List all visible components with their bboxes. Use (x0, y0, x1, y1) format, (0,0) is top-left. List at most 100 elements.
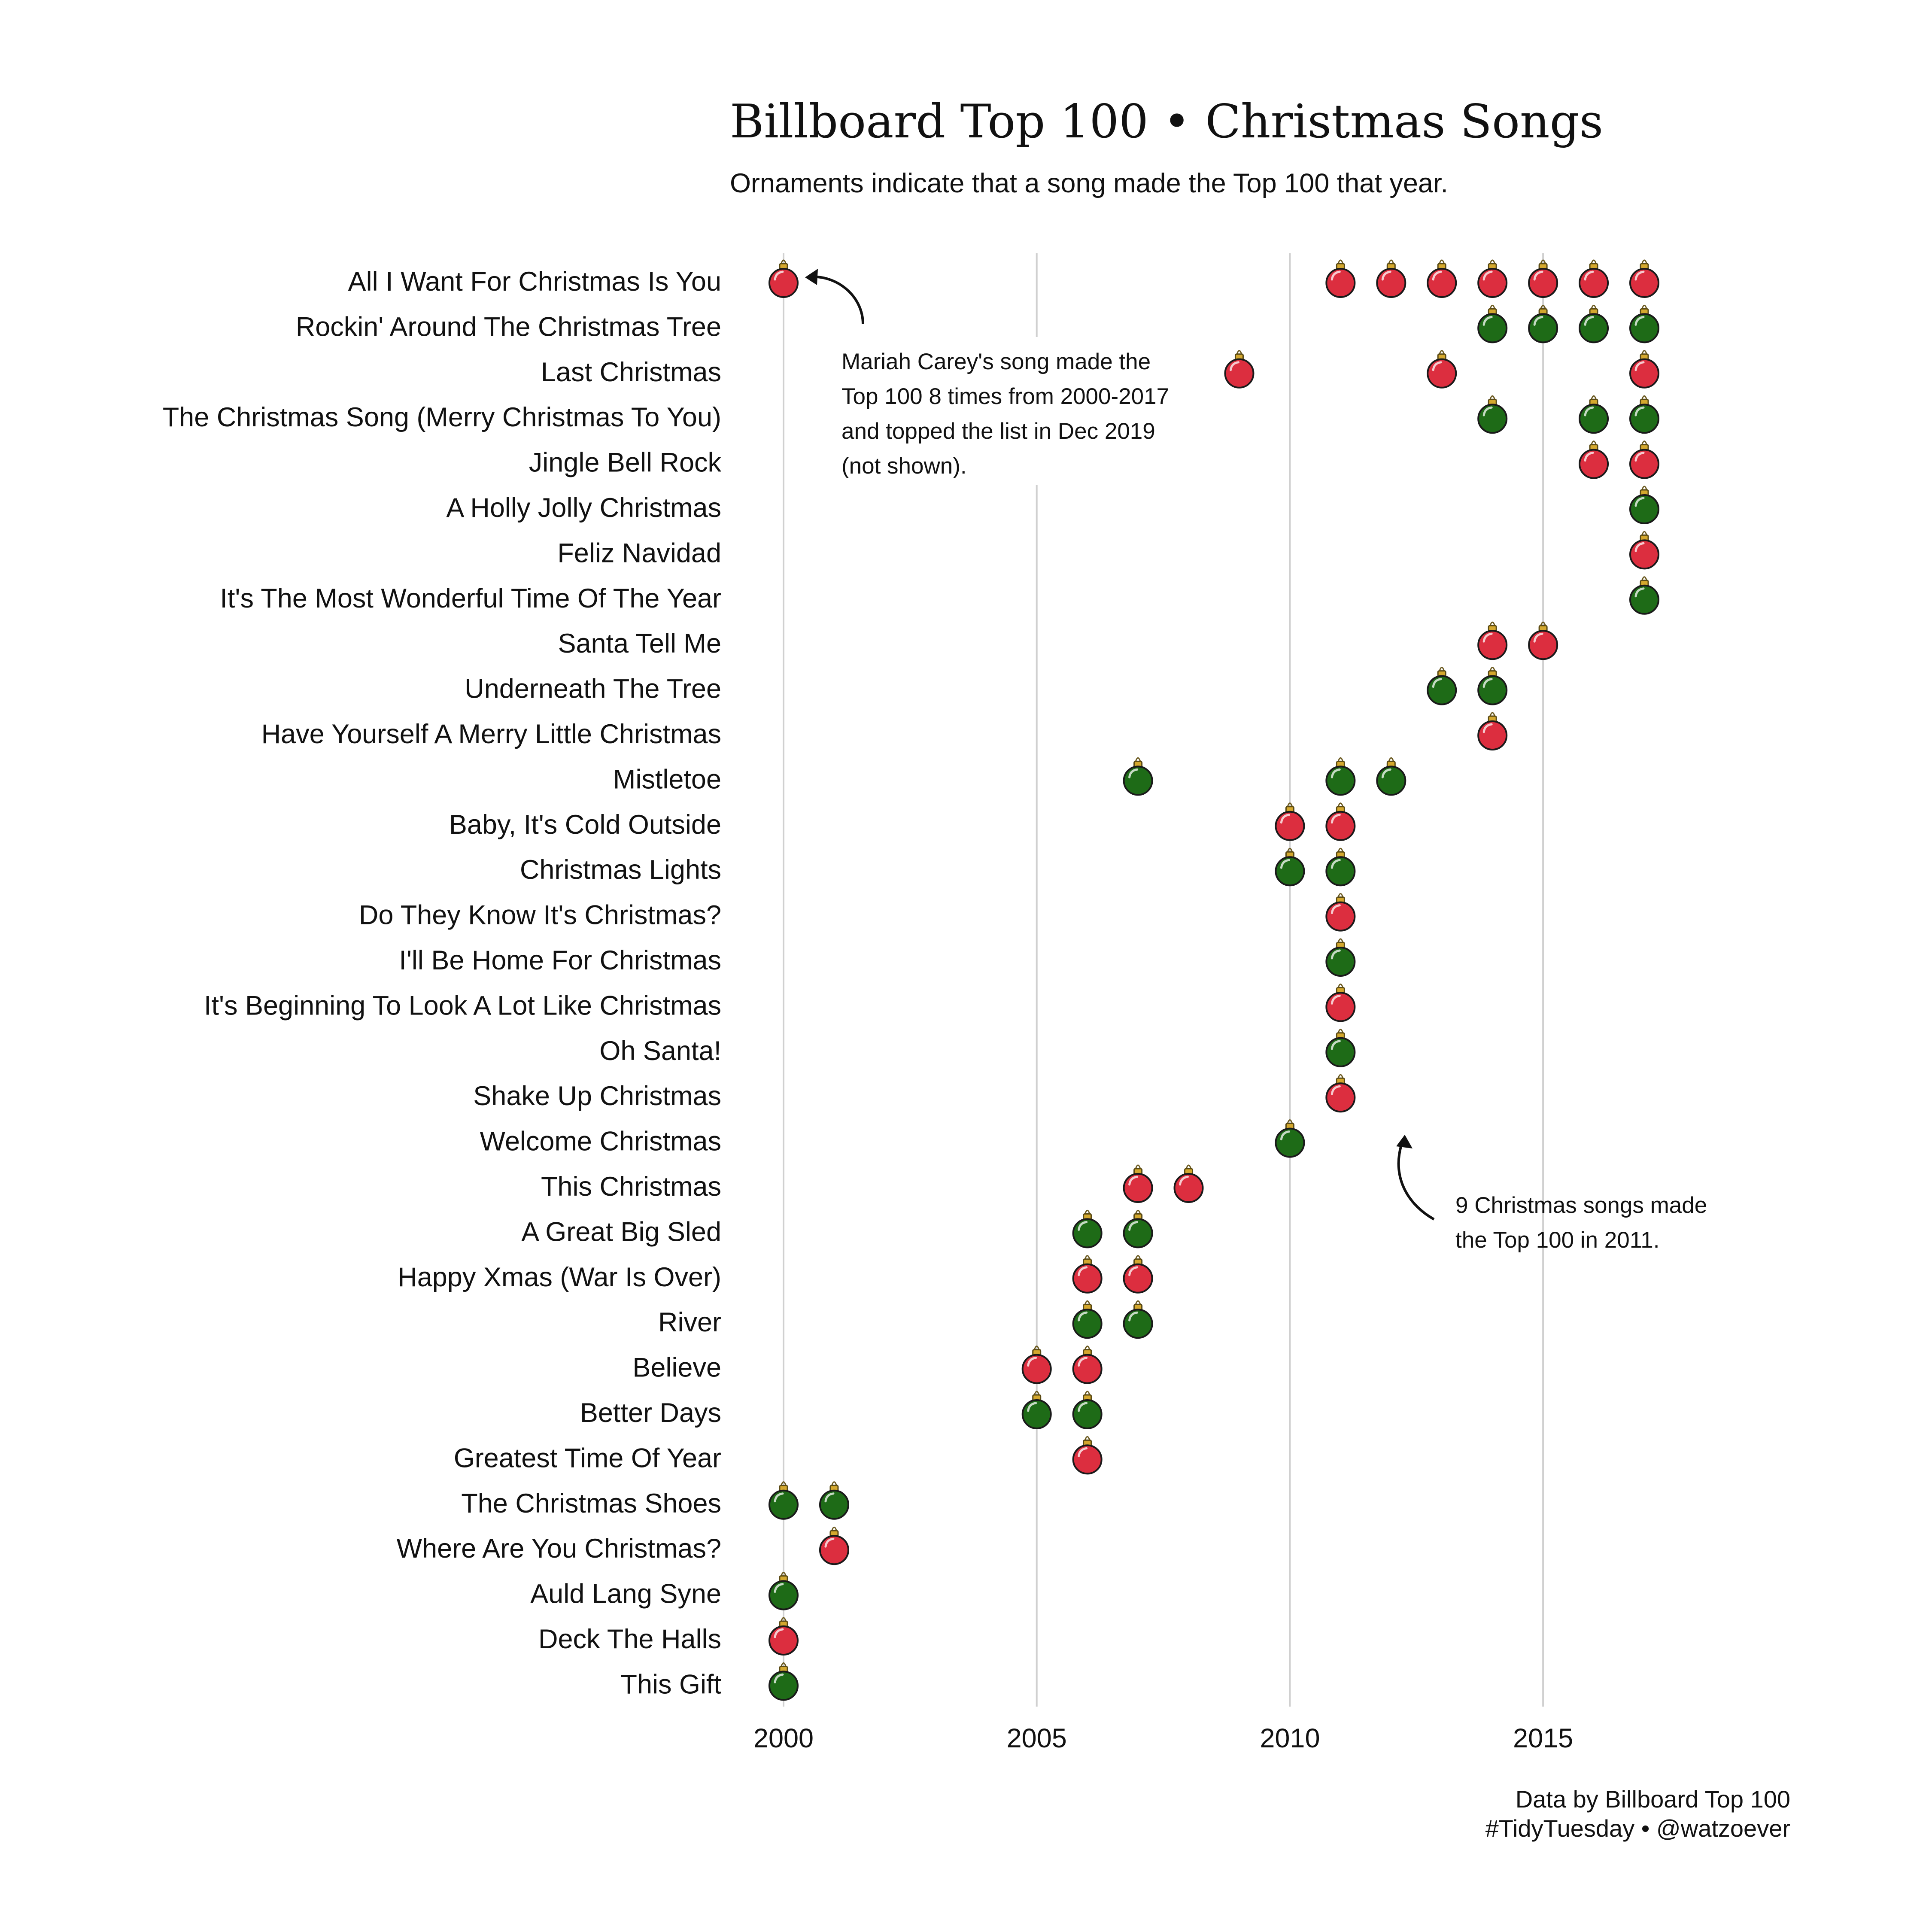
ornament-ball (819, 1489, 849, 1520)
ornament-ball (1629, 404, 1659, 434)
ornament-highlight (1027, 1402, 1037, 1412)
ornament (1427, 350, 1457, 389)
ornament-highlight (1128, 1266, 1139, 1276)
ornament-highlight (1482, 678, 1493, 688)
song-label: Feliz Navidad (557, 538, 721, 568)
ornament (1021, 1391, 1052, 1429)
ornament (1173, 1164, 1204, 1203)
ornament (1477, 259, 1508, 298)
ornament (1427, 259, 1457, 298)
ornaments (769, 259, 1659, 1701)
song-label: Shake Up Christmas (473, 1081, 721, 1111)
ornament (1123, 1255, 1153, 1294)
ornament-ball (1325, 1037, 1356, 1067)
annotation-mariah-line-1: Mariah Carey's song made the (841, 349, 1151, 374)
ornament (1477, 395, 1508, 434)
ornament (1376, 259, 1406, 298)
ornament (1325, 802, 1356, 841)
song-label: Auld Lang Syne (530, 1579, 721, 1609)
ornament-highlight (1533, 316, 1543, 326)
ornament-ball (1325, 992, 1356, 1022)
ornament-ball (1123, 1263, 1153, 1294)
ornament-highlight (1331, 768, 1341, 778)
song-label: Last Christmas (541, 357, 721, 387)
ornament-highlight (1331, 1085, 1341, 1095)
ornament-highlight (1381, 768, 1391, 778)
ornament-highlight (1331, 859, 1341, 869)
ornament-ball (1477, 630, 1508, 660)
caption-line-1: Data by Billboard Top 100 (1516, 1786, 1790, 1813)
ornament-ball (1528, 313, 1558, 343)
ornament (1072, 1209, 1103, 1249)
ornament-highlight (1331, 814, 1341, 824)
ornament-ball (819, 1535, 849, 1565)
ornament-ball (1579, 404, 1609, 434)
song-label: Underneath The Tree (465, 674, 721, 704)
ornament (1629, 576, 1659, 615)
ornament (1477, 621, 1508, 660)
ornament-highlight (1634, 587, 1645, 598)
ornament-ball (1325, 901, 1356, 932)
ornament (1579, 304, 1609, 343)
ornament-highlight (1482, 270, 1493, 281)
annotation-2011: 9 Christmas songs made the Top 100 in 20… (1396, 1135, 1707, 1253)
ornament-ball (769, 268, 799, 298)
song-label: All I Want For Christmas Is You (348, 267, 721, 297)
ornament-ball (1072, 1263, 1103, 1294)
ornament (1528, 259, 1558, 298)
ornament (1579, 259, 1609, 298)
ornament (1275, 1119, 1305, 1158)
ornament-highlight (824, 1492, 835, 1503)
ornament (1325, 259, 1356, 298)
ornament-highlight (1331, 949, 1341, 960)
ornament (1123, 1300, 1153, 1339)
ornament (1528, 621, 1558, 660)
song-label: Happy Xmas (War Is Over) (398, 1262, 721, 1292)
ornament-highlight (1381, 270, 1391, 281)
song-label: Mistletoe (613, 764, 721, 794)
song-label: Christmas Lights (520, 855, 721, 885)
ornament (819, 1526, 849, 1565)
ornament-ball (1325, 766, 1356, 796)
ornament (1275, 802, 1305, 841)
ornament-ball (1325, 268, 1356, 298)
ornament (1123, 1164, 1153, 1203)
ornament-highlight (1078, 1402, 1088, 1412)
ornament-ball (1123, 1218, 1153, 1249)
x-tick-label-2005: 2005 (1007, 1723, 1067, 1753)
ornament-highlight (1229, 361, 1239, 371)
chart-subtitle: Ornaments indicate that a song made the … (730, 168, 1448, 198)
ornament-ball (769, 1625, 799, 1656)
song-label: The Christmas Shoes (461, 1488, 721, 1519)
ornament (1629, 395, 1659, 434)
ornament (1072, 1391, 1103, 1429)
song-labels: All I Want For Christmas Is You Rockin' A… (163, 267, 722, 1699)
ornament-ball (1224, 358, 1255, 389)
ornament (1579, 440, 1609, 479)
chart-title: Billboard Top 100 • Christmas Songs (730, 95, 1603, 149)
ornament (1072, 1300, 1103, 1339)
ornament (1325, 1074, 1356, 1113)
ornament-ball (769, 1489, 799, 1520)
ornament-ball (1021, 1354, 1052, 1384)
ornament-ball (1123, 1309, 1153, 1339)
song-label: Jingle Bell Rock (529, 448, 722, 478)
song-label: Welcome Christmas (480, 1127, 721, 1157)
ornament-highlight (1179, 1176, 1189, 1186)
ornament-ball (1629, 268, 1659, 298)
ornament-highlight (774, 1673, 784, 1683)
ornament (1427, 667, 1457, 705)
ornament-highlight (1634, 406, 1645, 416)
ornament-highlight (1331, 994, 1341, 1005)
ornament-highlight (1584, 270, 1594, 281)
annotation-mariah-arrow (809, 275, 864, 325)
ornament-ball (1629, 584, 1659, 615)
ornament-ball (1629, 539, 1659, 570)
song-label: Greatest Time Of Year (454, 1443, 721, 1473)
song-label: The Christmas Song (Merry Christmas To Y… (163, 402, 721, 432)
ornament (769, 1617, 799, 1656)
ornament-highlight (1078, 1357, 1088, 1367)
ornament-highlight (1128, 1221, 1139, 1231)
ornament (1275, 848, 1305, 887)
